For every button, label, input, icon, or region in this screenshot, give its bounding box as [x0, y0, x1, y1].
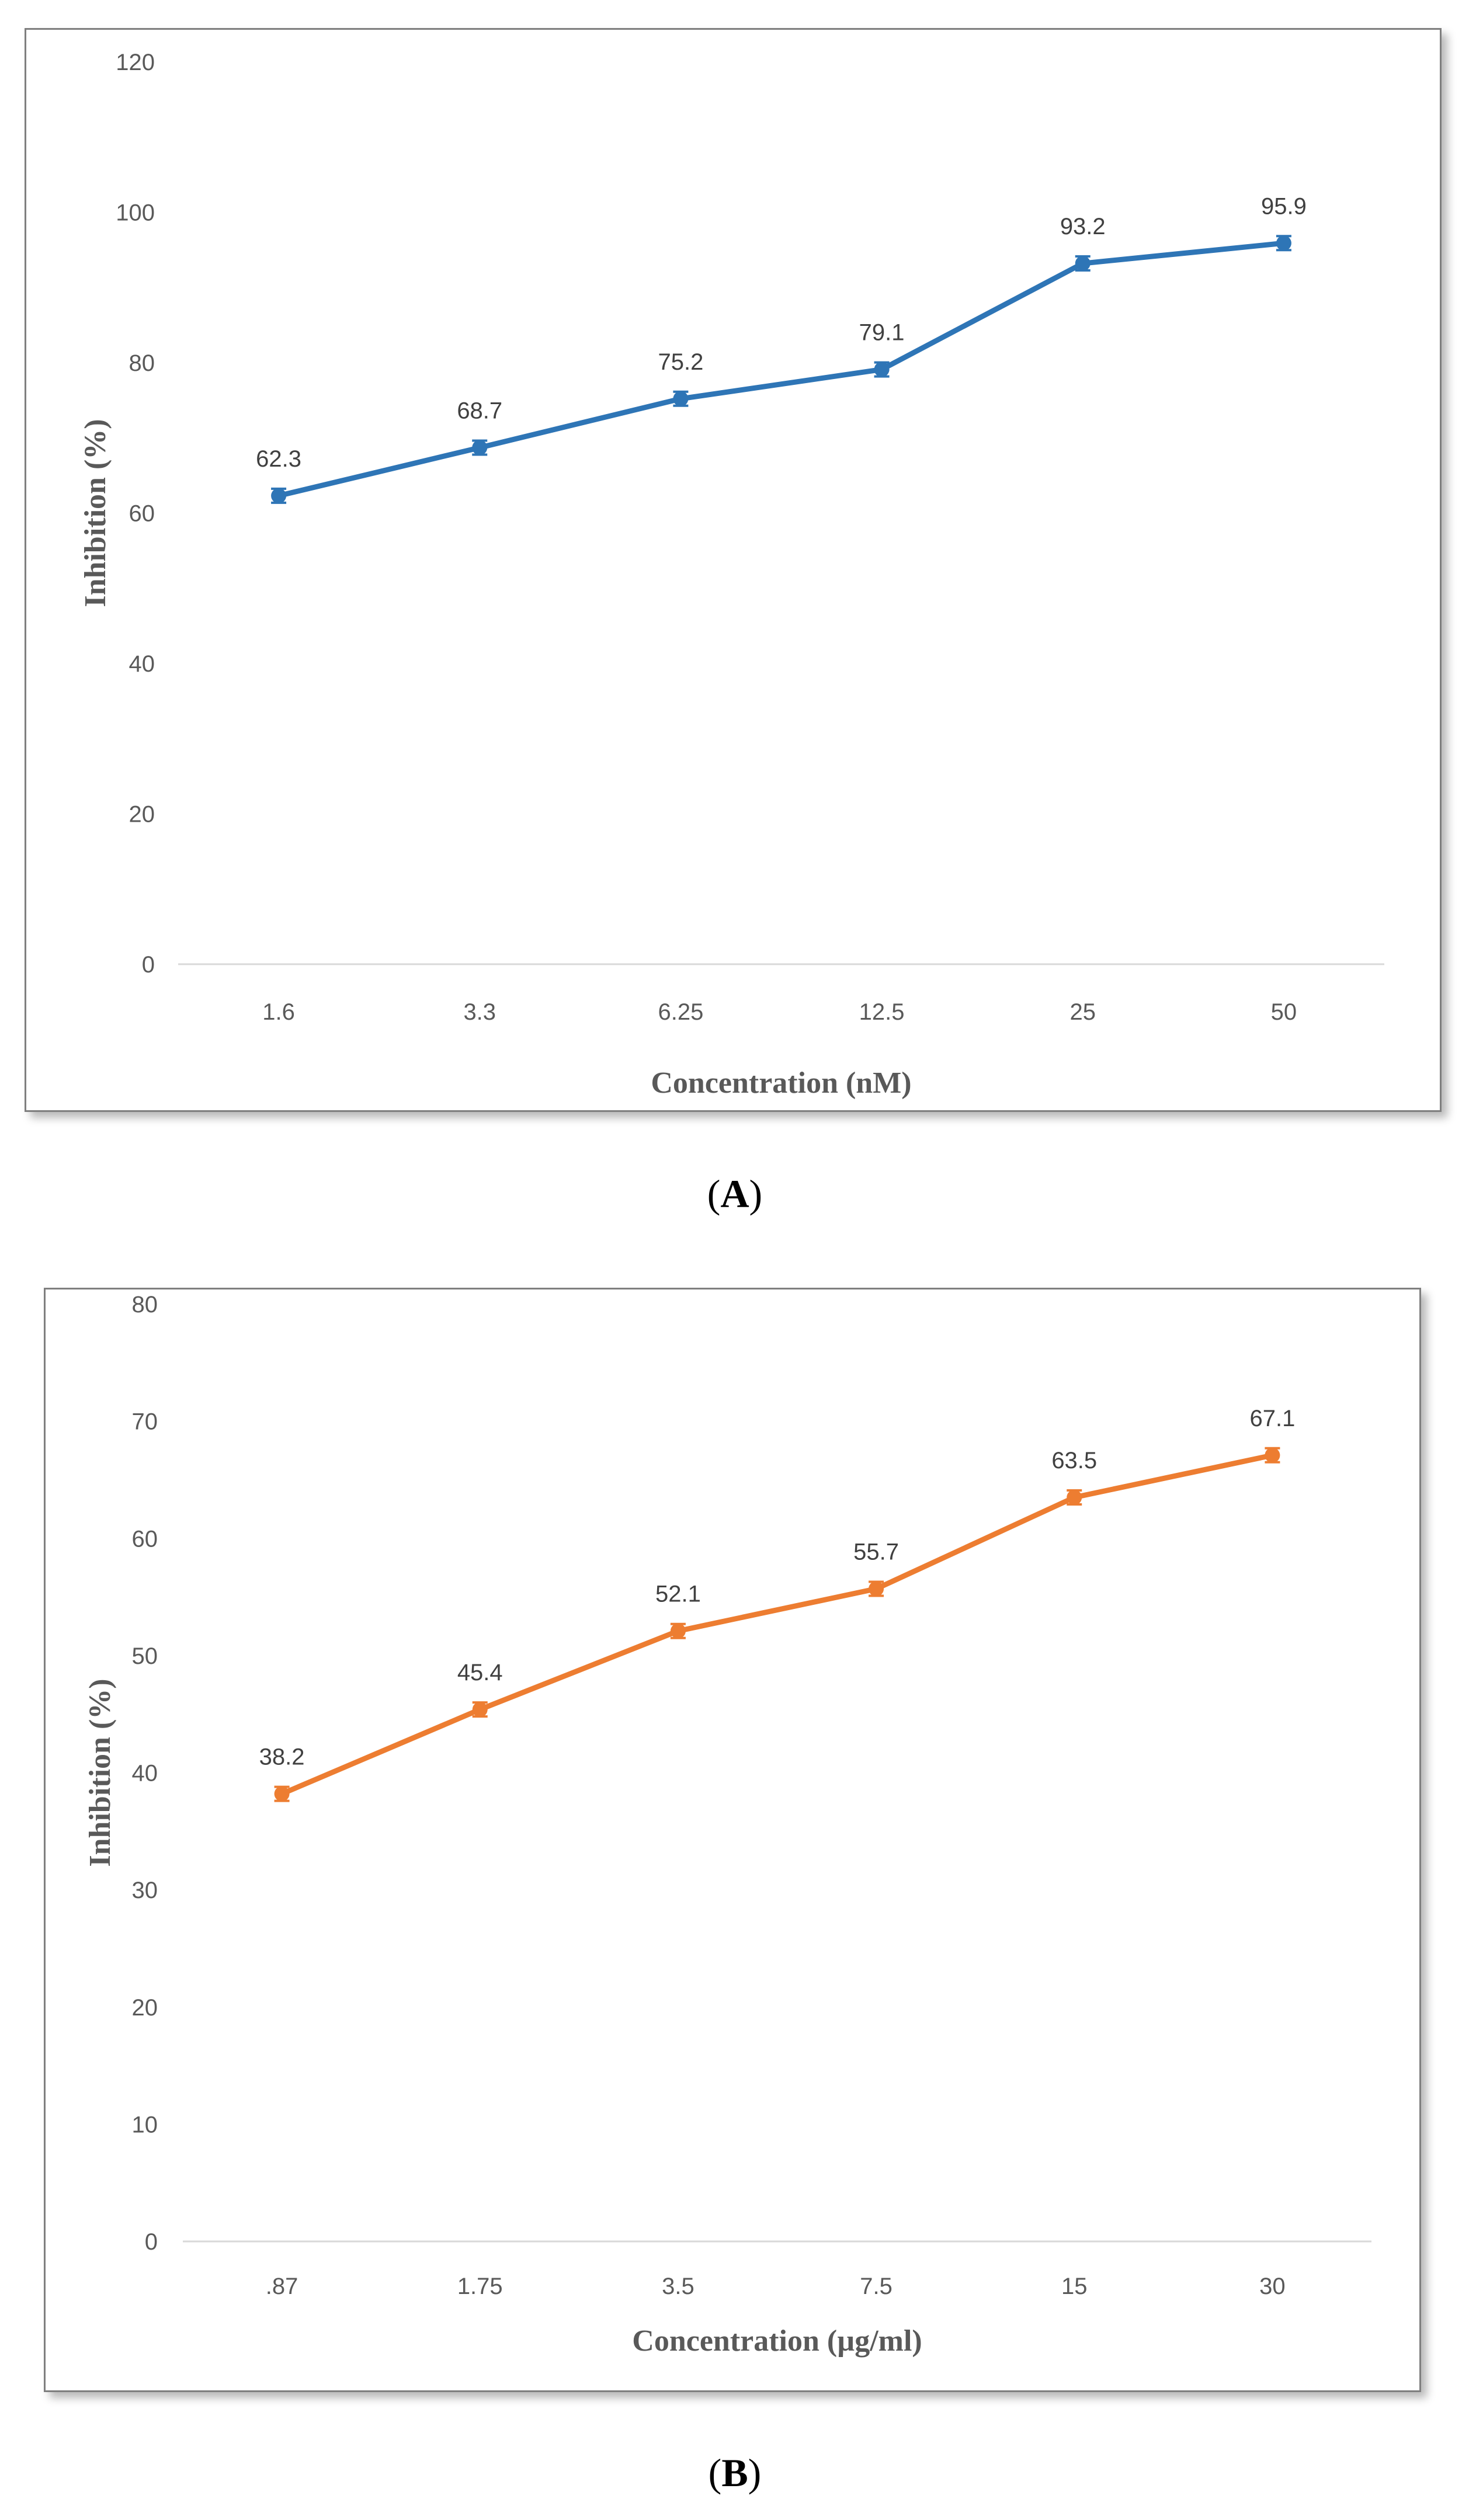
- chart-panel-a: 0 20 40 60 80 100 120 1.6 3.3 6.25 12.5 25 50 62.3 68.…: [25, 28, 1442, 1112]
- data-point: [271, 488, 287, 503]
- caption-b: (B): [676, 2450, 793, 2496]
- data-label: 63.5: [1051, 1448, 1097, 1473]
- data-point: [869, 1581, 884, 1597]
- data-label: 68.7: [457, 398, 502, 423]
- x-axis-title: Concentration (nM): [651, 1066, 911, 1100]
- data-label: 52.1: [655, 1581, 701, 1607]
- x-tick-label: 1.6: [262, 999, 295, 1025]
- y-tick-label: 60: [132, 1526, 158, 1552]
- data-point: [472, 440, 488, 456]
- x-tick-label: 6.25: [658, 999, 703, 1025]
- x-tick-label: 15: [1061, 2274, 1088, 2299]
- data-point: [670, 1623, 686, 1639]
- data-label: 93.2: [1060, 214, 1106, 239]
- x-tick-label: 7.5: [860, 2274, 892, 2299]
- y-axis-title: Inhibition (%): [79, 419, 112, 607]
- x-tick-label: .87: [266, 2274, 298, 2299]
- x-tick-label: 3.5: [662, 2274, 694, 2299]
- caption-b-letter: B: [721, 2451, 748, 2495]
- y-tick-label: 0: [142, 952, 155, 978]
- x-tick-label: 12.5: [859, 999, 905, 1025]
- caption-b-open: (: [708, 2451, 722, 2495]
- data-label: 79.1: [859, 320, 905, 346]
- data-label: 95.9: [1261, 193, 1307, 219]
- y-tick-label: 50: [132, 1643, 158, 1669]
- data-point: [1276, 235, 1291, 251]
- series-line: [279, 1452, 1275, 1797]
- data-point: [1067, 1490, 1082, 1506]
- y-tick-label: 0: [145, 2229, 158, 2255]
- caption-a-open: (: [707, 1172, 721, 1216]
- y-tick-label: 10: [132, 2112, 158, 2137]
- x-tick-label: 1.75: [457, 2274, 503, 2299]
- y-tick-label: 80: [129, 350, 155, 376]
- data-label: 45.4: [457, 1660, 503, 1685]
- y-tick-label: 60: [129, 501, 155, 527]
- y-tick-label: 20: [129, 802, 155, 828]
- chart-b-svg: 0 10 20 30 40 50 60 70 80 .87 1.75 3.5 7.5 15 30 38.2 45…: [84, 1292, 1371, 2358]
- y-tick-label: 20: [132, 1995, 158, 2021]
- y-tick-label: 120: [116, 50, 155, 75]
- y-tick-label: 40: [129, 651, 155, 677]
- y-tick-label: 40: [132, 1761, 158, 1786]
- y-tick-label: 100: [116, 200, 155, 226]
- data-label: 62.3: [256, 446, 301, 472]
- chart-panel-b: 0 10 20 30 40 50 60 70 80 .87 1.75 3.5 7.5 15 30 38.2 45…: [44, 1288, 1421, 2392]
- y-axis-title: Inhibition (%): [84, 1678, 117, 1866]
- data-label: 75.2: [658, 349, 703, 375]
- data-label: 67.1: [1249, 1406, 1295, 1431]
- x-tick-label: 25: [1070, 999, 1096, 1025]
- data-point: [1265, 1447, 1280, 1463]
- x-tick-label: 30: [1259, 2274, 1286, 2299]
- data-point: [673, 391, 689, 406]
- data-label: 38.2: [259, 1744, 305, 1770]
- data-point: [1075, 256, 1091, 272]
- data-point: [472, 1702, 488, 1718]
- caption-a-letter: A: [720, 1172, 749, 1216]
- x-axis-title: Concentration (µg/ml): [632, 2324, 922, 2358]
- data-label: 55.7: [853, 1539, 899, 1565]
- chart-a-svg: 0 20 40 60 80 100 120 1.6 3.3 6.25 12.5 25 50 62.3 68.…: [79, 50, 1384, 1100]
- data-point: [874, 362, 890, 377]
- x-tick-label: 50: [1271, 999, 1297, 1025]
- y-tick-label: 30: [132, 1878, 158, 1903]
- caption-a-close: ): [749, 1172, 763, 1216]
- data-point: [274, 1786, 290, 1802]
- y-tick-label: 80: [132, 1292, 158, 1318]
- caption-a: (A): [676, 1171, 793, 1217]
- y-tick-label: 70: [132, 1409, 158, 1435]
- series-line: [276, 240, 1287, 499]
- x-tick-label: 3.3: [463, 999, 496, 1025]
- caption-b-close: ): [748, 2451, 762, 2495]
